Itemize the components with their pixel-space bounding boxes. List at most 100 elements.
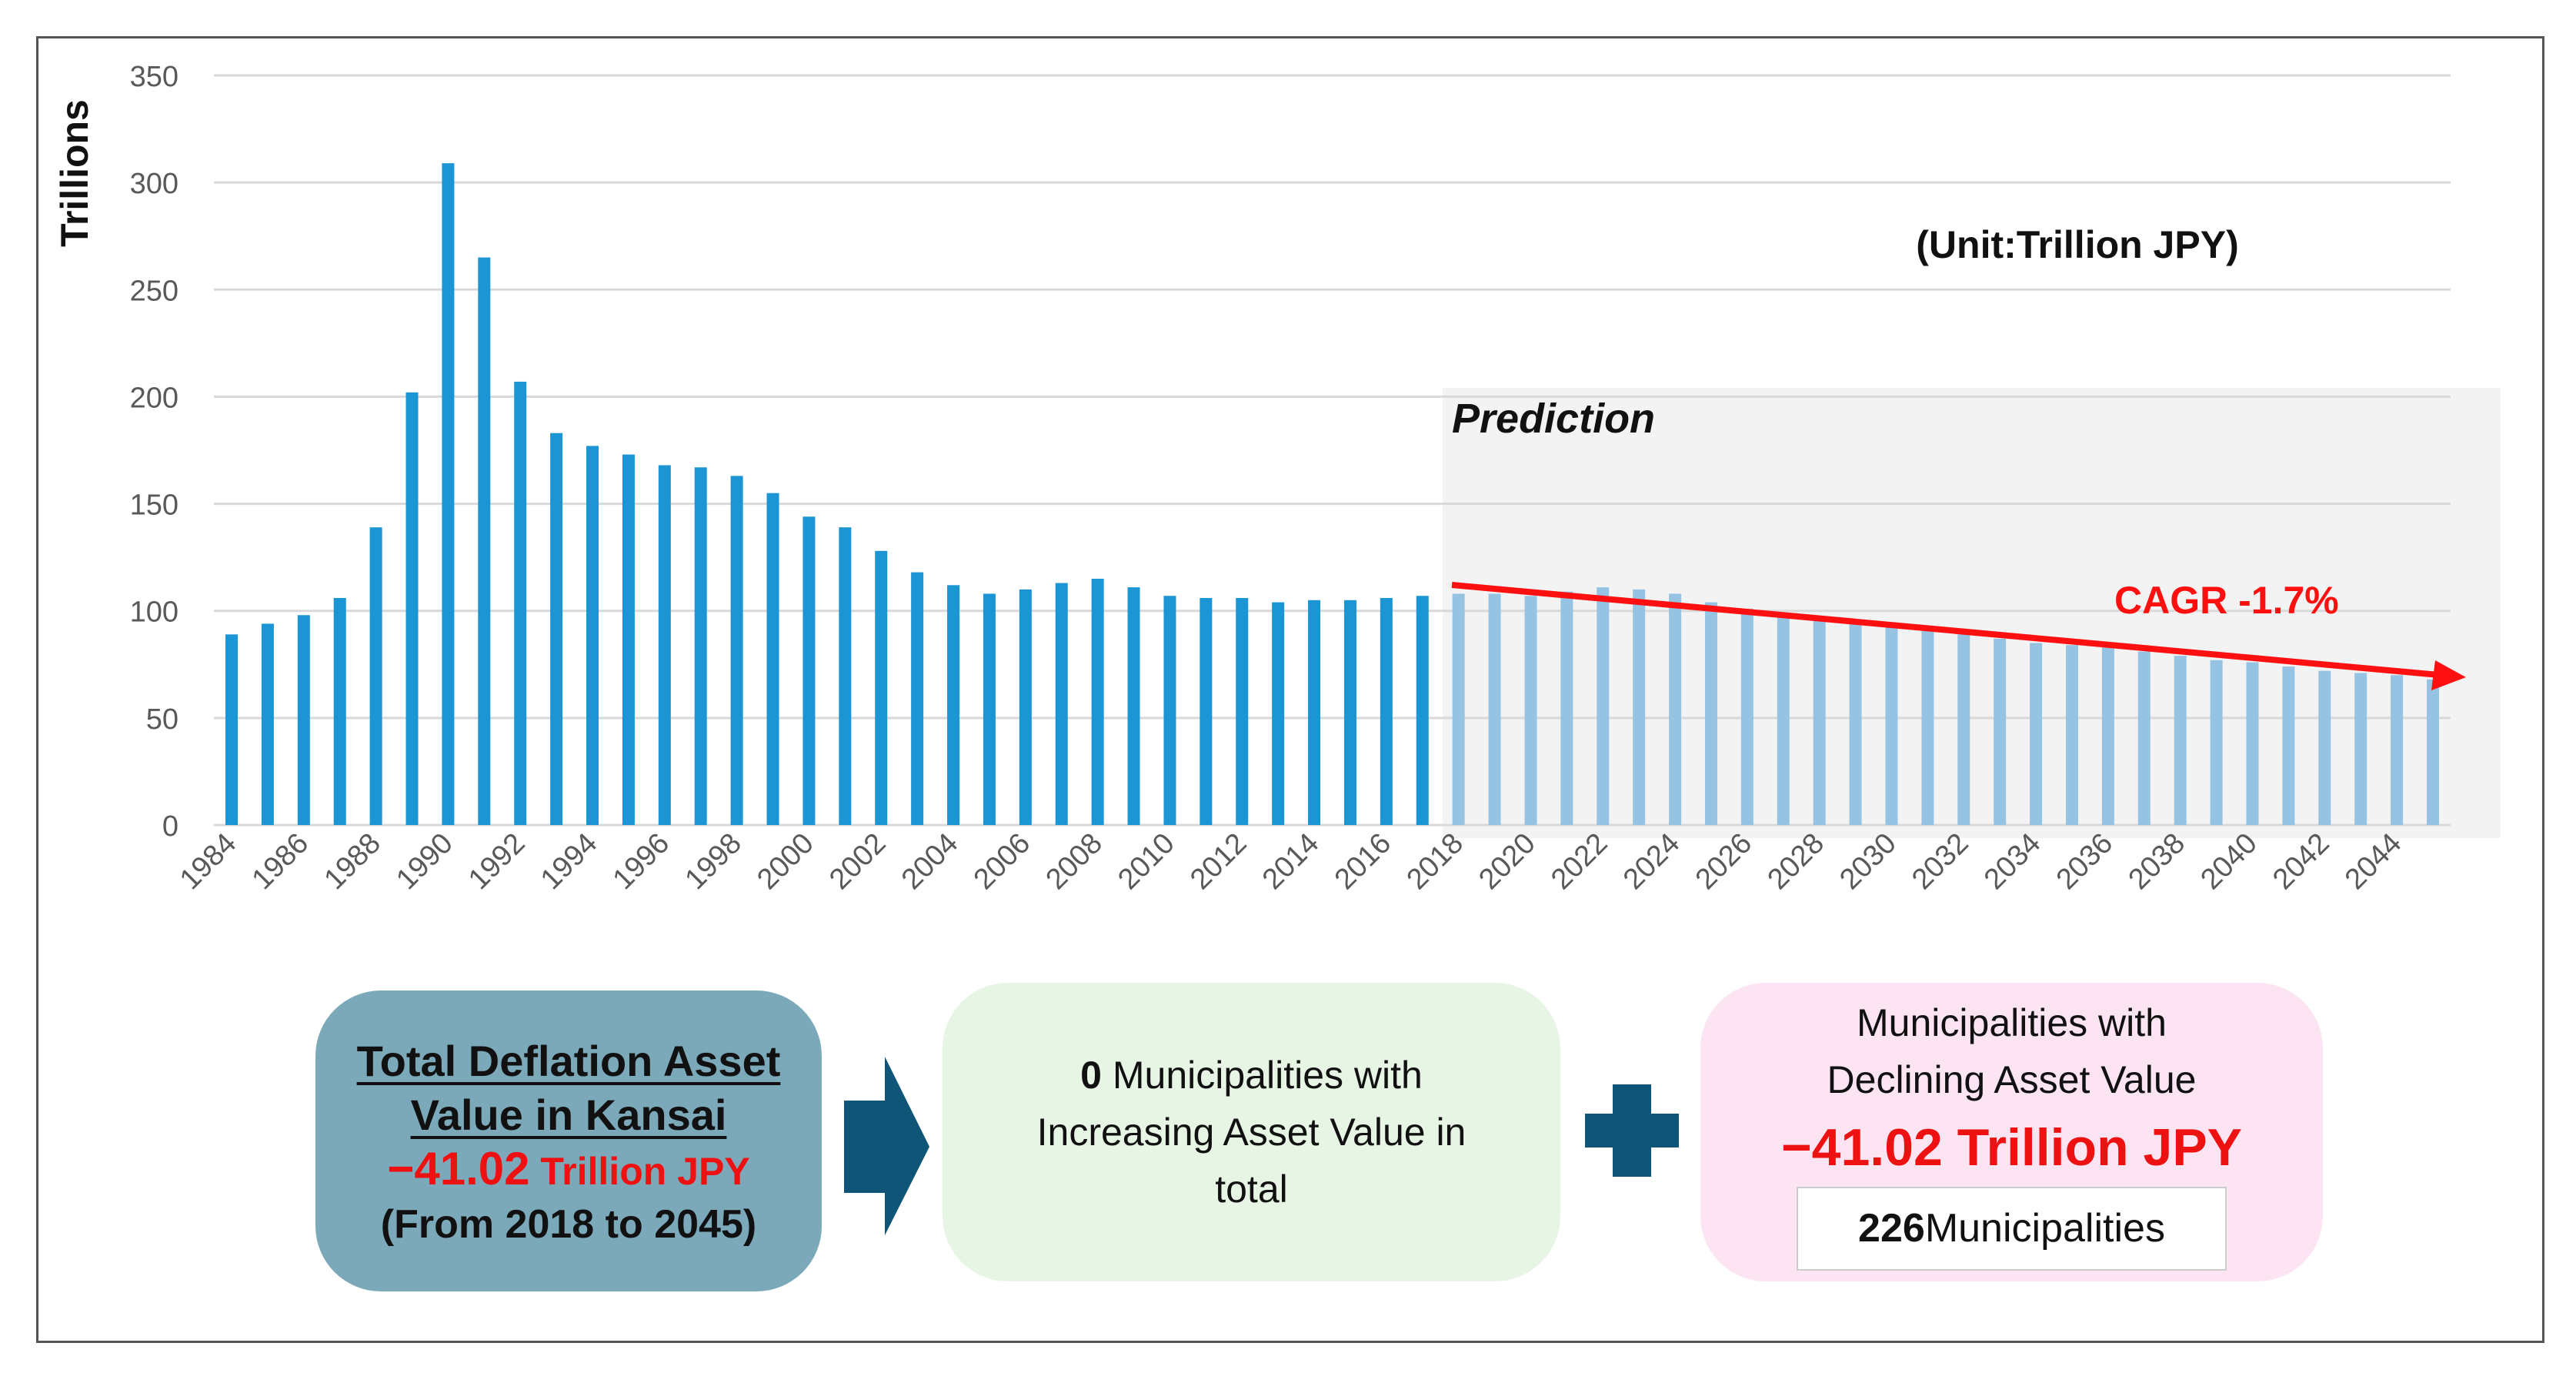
box1-unit: Trillion JPY (529, 1150, 750, 1193)
plus-icon (1585, 1084, 1679, 1177)
cagr-trend-arrow (1451, 582, 2466, 690)
box1-range: (From 2018 to 2045) (380, 1202, 757, 1247)
y-axis-label: Trillions (53, 99, 96, 247)
x-tick-label: 2006 (968, 827, 1036, 896)
x-tick-label: 2016 (1329, 827, 1397, 896)
bar-prediction (1452, 593, 1465, 825)
bar-historical (658, 465, 671, 825)
bar-historical (983, 593, 996, 825)
x-tick-label: 2004 (896, 827, 964, 896)
bar-historical (1091, 578, 1104, 825)
box2-line2: Increasing Asset Value in (1036, 1111, 1467, 1154)
bar-prediction (2318, 670, 2331, 825)
bar-historical (622, 454, 635, 825)
y-tick-label: 250 (130, 275, 179, 307)
declining-municipalities-box: Municipalities with Declining Asset Valu… (1700, 983, 2323, 1281)
x-tick-label: 2002 (823, 827, 892, 896)
x-tick-label: 1986 (246, 827, 315, 896)
y-tick-label: 350 (130, 61, 179, 93)
bar-historical (947, 585, 960, 825)
bar-historical (1308, 600, 1321, 825)
x-tick-label: 1992 (462, 827, 531, 896)
bar-prediction (2282, 666, 2295, 825)
bar-prediction (1560, 591, 1573, 825)
bar-prediction (2101, 647, 2114, 825)
y-tick-label: 300 (130, 168, 179, 200)
bar-prediction (2065, 645, 2078, 825)
x-tick-label: 2010 (1112, 827, 1180, 896)
bar-historical (1200, 598, 1213, 825)
bar-historical (442, 163, 455, 825)
bar-prediction (2174, 656, 2187, 825)
x-tick-label: 1996 (607, 827, 676, 896)
bar-historical (261, 623, 274, 825)
bar-historical (225, 634, 238, 825)
total-deflation-box: Total Deflation Asset Value in Kansai −4… (315, 990, 822, 1291)
municipality-count-box: 226 Municipalities (1797, 1186, 2227, 1271)
x-tick-label: 2000 (751, 827, 819, 896)
bar-prediction (2354, 673, 2367, 825)
arrow-right-icon (844, 1057, 929, 1235)
bar-historical (478, 257, 491, 825)
bar-historical (875, 550, 888, 825)
bar-historical (1416, 596, 1429, 825)
box3-count-label: Municipalities (1924, 1206, 2165, 1251)
bar-prediction (2210, 660, 2223, 825)
bar-historical (514, 381, 527, 825)
bar-prediction (1633, 589, 1646, 825)
bar-prediction (1994, 638, 2007, 825)
bar-historical (1163, 596, 1176, 825)
increasing-municipalities-box: 0 Municipalities with Increasing Asset V… (943, 983, 1560, 1281)
unit-note: (Unit:Trillion JPY) (1916, 223, 2238, 266)
x-tick-label: 1988 (318, 827, 386, 896)
bar-prediction (1777, 613, 1790, 825)
y-tick-label: 0 (162, 810, 179, 843)
box2-line1: Municipalities with (1101, 1054, 1423, 1097)
box1-title-line1: Total Deflation Asset (356, 1037, 781, 1085)
bar-historical (1380, 598, 1393, 825)
bar-historical (802, 516, 816, 825)
x-tick-label: 1998 (679, 827, 748, 896)
y-tick-label: 50 (146, 703, 179, 736)
y-tick-label: 200 (130, 382, 179, 414)
bar-prediction (1813, 617, 1826, 825)
y-tick-label: 150 (130, 489, 179, 522)
bar-prediction (1704, 602, 1717, 825)
bar-historical (369, 527, 382, 825)
bar-prediction (1740, 608, 1753, 825)
bar-prediction (1597, 587, 1610, 825)
box2-line3: total (1215, 1168, 1288, 1211)
box1-title-line2: Value in Kansai (410, 1091, 727, 1139)
bar-historical (1272, 602, 1285, 825)
bar-prediction (1488, 593, 1501, 825)
x-tick-label: 2008 (1040, 827, 1109, 896)
box3-line1: Municipalities with (1857, 1001, 2167, 1044)
bar-prediction (1885, 626, 1898, 825)
bar-prediction (1524, 596, 1537, 825)
x-tick-label: 1990 (390, 827, 459, 896)
cagr-label: CAGR -1.7% (2114, 579, 2339, 622)
bar-prediction (2391, 675, 2404, 825)
bar-historical (297, 615, 310, 825)
bar-historical (333, 598, 346, 825)
box3-line2: Declining Asset Value (1827, 1057, 2197, 1101)
box2-count: 0 (1080, 1054, 1102, 1097)
bar-prediction (2427, 679, 2439, 825)
box3-value: −41.02 Trillion JPY (1780, 1117, 2243, 1177)
bar-historical (839, 527, 852, 825)
bar-historical (1055, 583, 1068, 825)
bar-historical (1127, 587, 1140, 825)
bar-prediction (2246, 662, 2259, 825)
bar-historical (911, 572, 924, 825)
bar-prediction (2137, 651, 2151, 825)
bar-historical (586, 446, 599, 825)
bar-historical (766, 493, 779, 825)
bar-prediction (1957, 634, 1970, 825)
prediction-label: Prediction (1452, 396, 1655, 442)
y-tick-label: 100 (130, 596, 179, 629)
bar-prediction (2030, 643, 2043, 825)
bar-historical (694, 467, 707, 825)
bar-prediction (1849, 623, 1862, 825)
x-tick-label: 2014 (1256, 827, 1325, 896)
